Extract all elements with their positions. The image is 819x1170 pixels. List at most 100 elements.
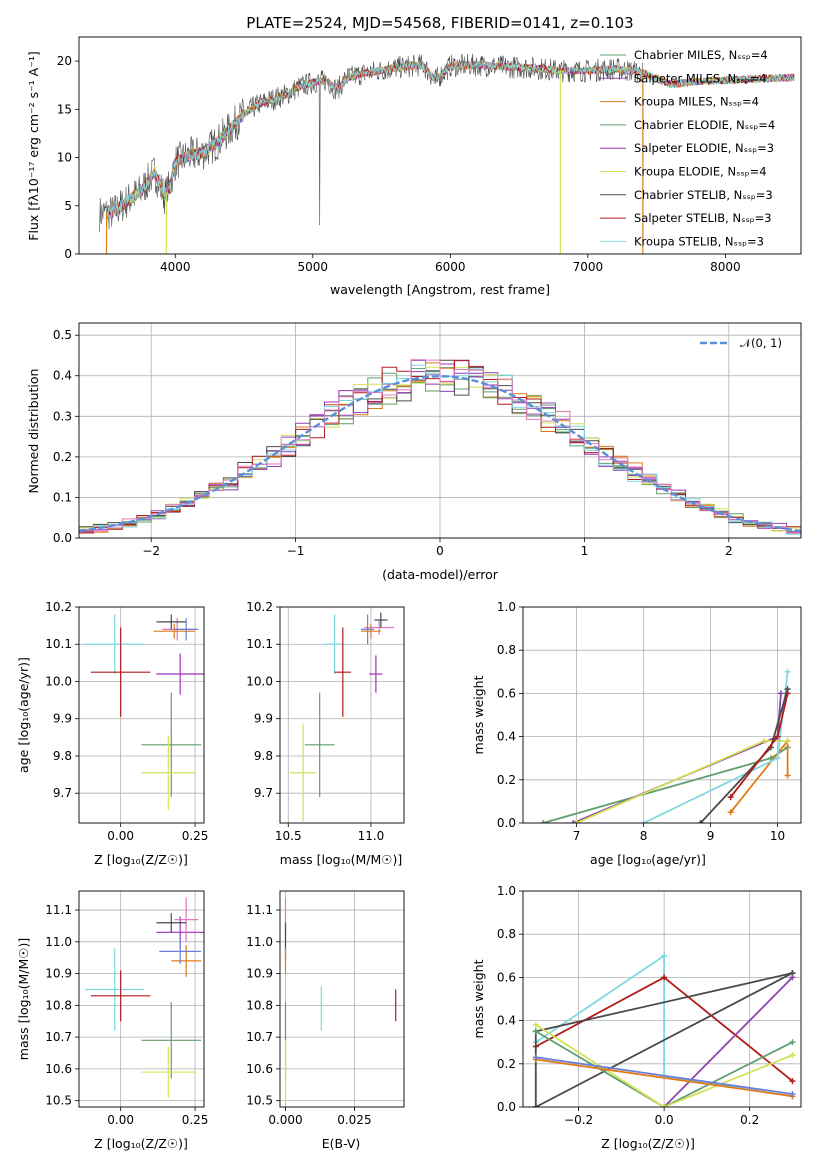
mass-z-xlabel: Z [log₁₀(Z/Z☉)] (94, 1136, 188, 1151)
errorbar-point (361, 614, 375, 645)
residual-ylabel: Normed distribution (26, 369, 41, 494)
errorbar-point (171, 945, 202, 977)
errorbar-point (153, 623, 196, 639)
residual-histogram (79, 359, 801, 533)
legend-entry: Salpeter MILES, Nₛₛₚ=4 (634, 71, 767, 85)
y-tick-label: 0.0 (53, 531, 72, 545)
x-tick-label: 5000 (298, 260, 329, 274)
massweight-marker (570, 820, 577, 823)
residuals-axes: −2 −1 0 1 2 0.0 0.1 0.2 0.3 0.4 0.5 (53, 323, 801, 558)
mass_vs_ebv-axes: 0.000 0.025 10.5 10.6 10.7 10.8 10.9 11.0 11.1 (246, 891, 404, 1127)
errorbar-point (159, 938, 202, 965)
x-tick-label: 0.0 (655, 1113, 674, 1127)
normal-legend-label: 𝒩(0, 1) (740, 336, 782, 350)
y-tick-label: 1.0 (497, 600, 516, 614)
massweight-marker (640, 820, 647, 823)
mw-z-xlabel: Z [log₁₀(Z/Z☉)] (601, 1136, 695, 1151)
spectrum-axes: 4000 5000 6000 7000 8000 0 5 10 15 20 (57, 54, 741, 274)
massweight-marker (532, 1054, 539, 1061)
y-tick-label: 10.6 (45, 1062, 72, 1076)
x-tick-label: 11.0 (358, 829, 385, 843)
axes-frame (522, 606, 802, 824)
massweight-marker (661, 1104, 668, 1107)
massweight-line (572, 693, 782, 823)
x-tick-label: 7 (573, 829, 581, 843)
x-tick-label: 2 (725, 544, 733, 558)
massweight-marker (573, 820, 580, 823)
y-tick-label: 10.6 (246, 1062, 273, 1076)
x-tick-label: 8 (640, 829, 648, 843)
axes-frame (78, 36, 802, 255)
x-tick-label: −1 (287, 544, 305, 558)
x-tick-label: 0.25 (182, 1113, 209, 1127)
errorbar-point (90, 970, 151, 1022)
mass-ebv-xlabel: E(B-V) (322, 1136, 361, 1151)
y-tick-label: 9.7 (53, 786, 72, 800)
spectrum-title: PLATE=2524, MJD=54568, FIBERID=0141, z=0… (246, 14, 633, 32)
age-mass-xlabel: mass [log₁₀(M/M☉)] (280, 852, 402, 867)
massweight-marker (789, 974, 796, 981)
errorbar-point (141, 1046, 196, 1098)
axes-frame (279, 606, 405, 824)
y-tick-label: 10.2 (246, 600, 273, 614)
errorbar-point (174, 897, 199, 942)
errorbar-point (141, 735, 196, 810)
massweight-marker (661, 952, 668, 959)
spectrum-series-line (99, 53, 643, 233)
y-tick-label: 0 (64, 247, 72, 261)
y-tick-label: 5 (64, 199, 72, 213)
errorbar-point (156, 614, 187, 630)
x-tick-label: 9 (707, 829, 715, 843)
massweight-marker (532, 1028, 539, 1035)
y-tick-label: 10.9 (246, 967, 273, 981)
massweight-marker (727, 794, 734, 801)
y-tick-label: 10.9 (45, 967, 72, 981)
errorbar-point (90, 627, 151, 717)
massweight-marker (784, 772, 791, 779)
massweight-marker (532, 1021, 539, 1028)
massweight-marker (784, 668, 791, 675)
spectrum-panel: PLATE=2524, MJD=54568, FIBERID=0141, z=0… (26, 14, 634, 297)
errorbar-point (361, 623, 381, 639)
x-tick-label: 1 (581, 544, 589, 558)
normal-curve (79, 374, 801, 533)
massweight-marker (774, 755, 781, 762)
y-tick-label: 10.7 (246, 1030, 273, 1044)
mw-age-ylabel: mass weight (471, 675, 486, 754)
errorbar-point (156, 913, 187, 933)
y-tick-label: 10.1 (45, 637, 72, 651)
y-tick-label: 10 (57, 151, 72, 165)
y-tick-label: 10.7 (45, 1030, 72, 1044)
axes-frame (78, 606, 205, 824)
axes-frame (78, 322, 802, 539)
massweight-marker (761, 737, 768, 744)
x-tick-label: 0.00 (107, 829, 134, 843)
massweight-marker (789, 1091, 796, 1098)
x-tick-label: 0.000 (268, 1113, 302, 1127)
massweight-marker (697, 820, 704, 823)
errorbar-point (369, 655, 383, 693)
y-tick-label: 11.1 (45, 903, 72, 917)
y-tick-label: 9.9 (254, 712, 273, 726)
massweight-vs-age-panel: age [log₁₀(age/yr)] mass weight (471, 675, 706, 867)
massweight-line (535, 972, 793, 1107)
y-tick-label: 0.4 (497, 1014, 516, 1028)
spectrum-ylabel: Flux [fλ10⁻¹⁷ erg cm⁻² s⁻¹ A⁻¹] (26, 51, 41, 240)
y-tick-label: 9.8 (53, 749, 72, 763)
age_vs_z-axes: 0.00 0.25 9.7 9.8 9.9 10.0 10.1 10.2 (45, 600, 208, 843)
y-tick-label: 11.0 (246, 935, 273, 949)
x-tick-label: 4000 (160, 260, 191, 274)
massweight-marker (532, 1104, 539, 1107)
massweight-marker (784, 690, 791, 697)
y-tick-label: 0.4 (497, 730, 516, 744)
massweight-marker (661, 974, 668, 981)
y-tick-label: 11.1 (246, 903, 273, 917)
y-tick-label: 0.0 (497, 1100, 516, 1114)
errorbar-point (289, 724, 317, 822)
age_vs_mass-axes: 10.5 11.0 9.7 9.8 9.9 10.0 10.1 10.2 (246, 600, 404, 843)
legend-entry: Kroupa MILES, Nₛₛₚ=4 (634, 95, 759, 109)
massweight-marker (789, 1039, 796, 1046)
y-tick-label: 0.2 (53, 450, 72, 464)
y-tick-label: 10.5 (246, 1094, 273, 1108)
y-tick-label: 0.2 (497, 1057, 516, 1071)
